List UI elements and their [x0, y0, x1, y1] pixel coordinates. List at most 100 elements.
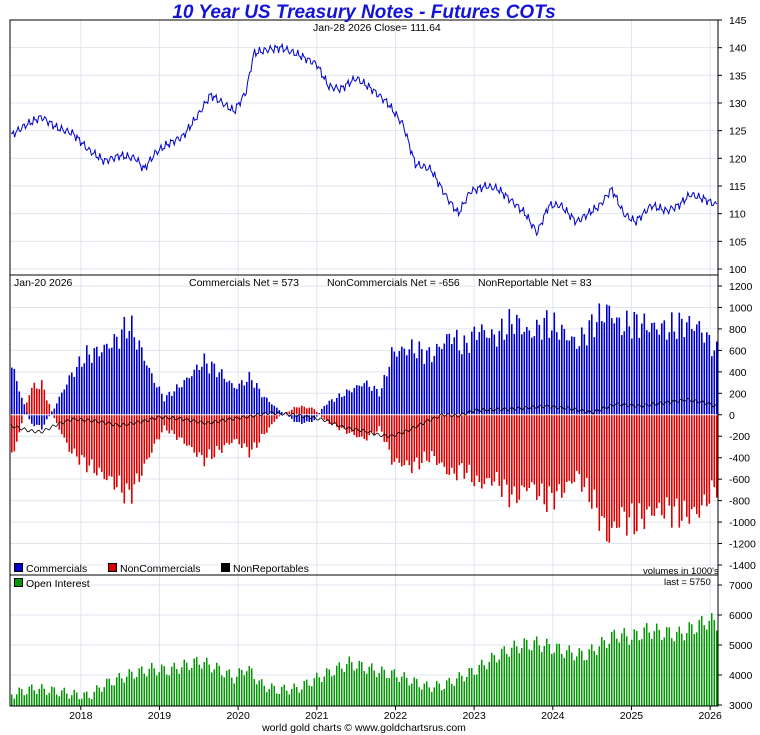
oi-bar [518, 653, 520, 706]
legend-noncommercials: NonCommercials [108, 563, 201, 575]
oi-bar [356, 668, 358, 706]
oi-bar [648, 632, 650, 706]
commercials-bar [253, 387, 256, 415]
cot-ytick-label: 800 [729, 324, 747, 336]
oi-bar [376, 677, 378, 706]
commercials-bar [106, 343, 108, 415]
oi-bar [641, 639, 643, 706]
commercials-bar [213, 363, 216, 415]
commercials-bar [433, 355, 436, 415]
commercials-bar [193, 369, 196, 415]
commercials-bar [98, 356, 101, 415]
noncommercials-bar [348, 414, 351, 434]
oi-bar [418, 687, 420, 706]
noncommercials-bar [521, 414, 523, 486]
oi-bar [256, 684, 258, 706]
commercials-bar [641, 323, 643, 415]
oi-bar [188, 670, 190, 706]
oi-bar [328, 669, 330, 706]
commercials-bar [353, 387, 356, 415]
xtick-label: 2020 [226, 710, 250, 722]
commercials-bar [91, 362, 93, 415]
noncommercials-bar [523, 414, 526, 488]
noncommercials-bar [161, 414, 163, 433]
commercials-bar [223, 378, 226, 415]
oi-bar [238, 668, 240, 706]
noncommercials-bar [26, 402, 28, 415]
oi-bar [601, 636, 603, 706]
commercials-bar [381, 388, 383, 415]
noncommercials-bar [136, 414, 138, 474]
noncommercials-bar [496, 414, 498, 473]
oi-bar [96, 685, 98, 706]
noncommercials-bar [683, 414, 686, 501]
commercials-bar [363, 383, 366, 415]
commercials-bar [218, 372, 221, 415]
oi-bar [678, 626, 680, 706]
oi-bar [476, 674, 478, 706]
xtick-label: 2023 [462, 710, 486, 722]
oi-bar [263, 685, 265, 706]
oi-bar [116, 677, 118, 706]
commercials-bar [401, 346, 403, 415]
oi-bar [121, 678, 123, 706]
oi-bar [166, 674, 168, 706]
cot-ytick-label: -600 [729, 474, 750, 486]
oi-bar [31, 684, 33, 706]
commercials-bar [96, 346, 98, 415]
noncommercials-bar [476, 414, 478, 476]
noncommercials-bar [678, 414, 681, 528]
noncommercials-bar [181, 414, 183, 438]
commercials-bar [343, 395, 346, 415]
commercials-bar [526, 327, 528, 415]
noncommercials-bar [471, 414, 473, 483]
noncommercials-bar [341, 414, 343, 428]
noncommercials-bar [648, 414, 651, 507]
commercials-bar [523, 331, 526, 415]
noncommercials-bar [378, 414, 381, 427]
oi-bar [458, 672, 460, 706]
oi-bar [558, 643, 560, 706]
oi-bar [128, 669, 130, 706]
oi-bar [656, 623, 658, 706]
noncommercials-bar [123, 414, 126, 504]
noncommercials-bar [268, 414, 271, 428]
commercials-bar [406, 355, 408, 415]
oi-bar [58, 696, 60, 706]
oi-bar [536, 636, 538, 706]
noncommercials-bar [446, 414, 448, 475]
oi-ytick-label: 5000 [729, 640, 753, 652]
noncommercials-bar [386, 414, 388, 442]
commercials-bar [686, 322, 688, 415]
legend-label-noncommercials: NonCommercials [120, 563, 201, 575]
oi-bar [366, 673, 368, 706]
noncommercials-bar [168, 414, 171, 434]
noncommercials-bar [538, 414, 541, 497]
noncommercials-bar [313, 409, 316, 415]
oi-bar [506, 653, 508, 706]
noncommercials-bar [63, 414, 66, 438]
noncommercials-bar [211, 414, 213, 459]
nonreportables-line [10, 398, 717, 438]
commercials-bar [261, 397, 263, 415]
noncommercials-bar [708, 414, 711, 504]
oi-ytick-label: 6000 [729, 610, 753, 622]
oi-bar [141, 666, 143, 706]
oi-bar [221, 675, 223, 706]
noncommercials-bar [361, 414, 363, 437]
noncommercials-bar [188, 414, 191, 446]
commercials-bar [653, 322, 656, 415]
commercials-bar [191, 376, 193, 415]
noncommercials-bar [408, 414, 411, 466]
noncommercials-bar [711, 414, 713, 481]
noncommercials-bar [431, 414, 433, 452]
noncommercials-bar [76, 414, 78, 457]
commercials-bar [11, 367, 13, 415]
commercials-bar [196, 364, 198, 415]
oi-bar [408, 685, 410, 706]
oi-bar [168, 675, 170, 706]
price-ytick-label: 135 [729, 70, 747, 82]
oi-bar [113, 685, 115, 706]
commercials-bar [333, 401, 336, 415]
oi-bar [76, 692, 78, 706]
